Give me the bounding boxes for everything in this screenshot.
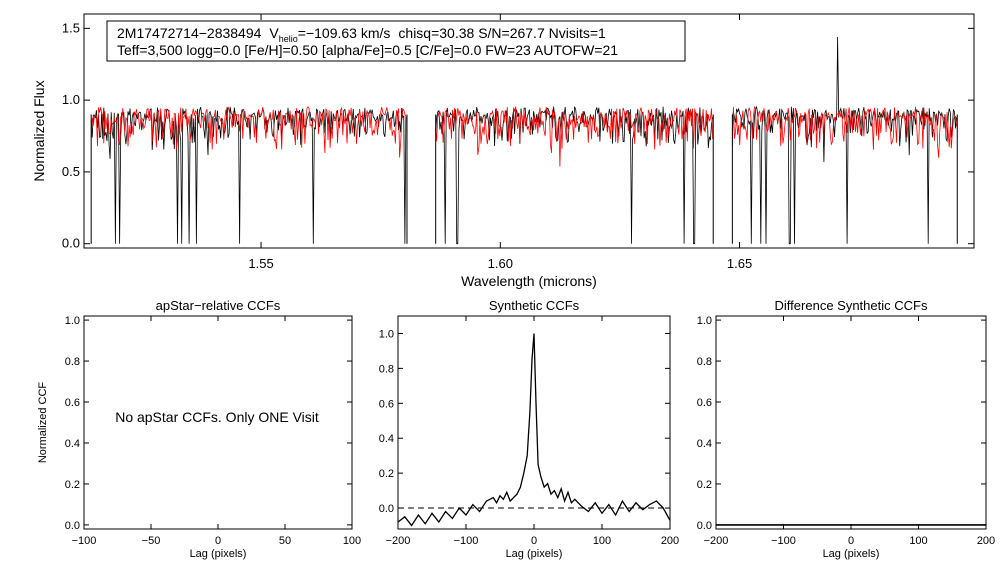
spectrum-ytick-label: 1.0 xyxy=(62,92,80,107)
spectrum-ytick-label: 0.0 xyxy=(62,236,80,251)
apstar-ccf-title: apStar−relative CCFs xyxy=(156,298,281,313)
synthetic-ccf-ytick-label: 0.8 xyxy=(379,363,394,375)
spectrum-xtick-label: 1.60 xyxy=(488,256,513,271)
synthetic-ccf-xtick-label: 100 xyxy=(593,535,611,547)
apstar-ccf-ytick-label: 0.6 xyxy=(65,397,80,409)
synthetic-ccf-xtick-label: 200 xyxy=(661,535,679,547)
difference-ccf-ytick-label: 0.4 xyxy=(697,438,712,450)
difference-ccf-xtick-label: 100 xyxy=(909,535,927,547)
difference-ccf-ytick-label: 0.2 xyxy=(697,479,712,491)
apstar-ccf-xtick-label: 0 xyxy=(215,535,221,547)
difference-ccf-ytick-label: 1.0 xyxy=(697,315,712,327)
spectrum-xtick-label: 1.55 xyxy=(248,256,273,271)
synthetic-ccf-line xyxy=(397,333,671,527)
info-box-frame xyxy=(106,20,686,62)
difference-ccf-xlabel: Lag (pixels) xyxy=(823,548,880,560)
synthetic-ccf-xtick-label: −200 xyxy=(386,535,411,547)
apstar-ccf-xtick-label: −50 xyxy=(142,535,161,547)
info-vhelio-sub: helio xyxy=(279,34,298,44)
apstar-ccf-ytick-label: 1.0 xyxy=(65,315,80,327)
spectrum-observed-line-chip3 xyxy=(732,36,957,245)
spectrum-xlabel: Wavelength (microns) xyxy=(461,273,597,289)
info-star-id: 2M17472714−2838494 xyxy=(117,25,262,41)
spectrum-observed-line-chip2 xyxy=(435,106,713,245)
apstar-ccf-panel: −100 −50 0 50 100 0.0 0.2 0.4 0.6 0.8 1.0 apStar−re… xyxy=(37,298,361,560)
info-box: 2M17472714−2838494 Vhelio=−109.63 km/s chi… xyxy=(106,20,686,62)
difference-ccf-ytick-label: 0.8 xyxy=(697,356,712,368)
difference-ccf-ytick-label: 0.6 xyxy=(697,397,712,409)
apstar-ccf-message: No apStar CCFs. Only ONE Visit xyxy=(115,409,319,425)
spectrum-ytick-label: 0.5 xyxy=(62,164,80,179)
difference-ccf-title: Difference Synthetic CCFs xyxy=(775,298,928,313)
apstar-ccf-xlabel: Lag (pixels) xyxy=(190,548,247,560)
spectrum-panel: 1.55 1.60 1.65 0.0 0.5 1.0 1.5 Wavelength (micr… xyxy=(31,13,975,289)
info-vhelio-prefix: V xyxy=(269,25,279,41)
synthetic-ccf-xtick-label: −100 xyxy=(454,535,479,547)
spectrum-observed-line-chip1 xyxy=(90,106,407,244)
spectrum-ylabel: Normalized Flux xyxy=(31,80,47,181)
difference-ccf-ytick-label: 0.0 xyxy=(697,520,712,532)
synthetic-ccf-ytick-label: 0.4 xyxy=(379,433,394,445)
apstar-ccf-ytick-label: 0.8 xyxy=(65,356,80,368)
spectrum-ytick-label: 1.5 xyxy=(62,20,80,35)
info-vhelio-value: =−109.63 km/s xyxy=(298,25,391,41)
spectrum-model-line-chip1 xyxy=(90,106,407,158)
synthetic-ccf-ytick-label: 0.2 xyxy=(379,468,394,480)
difference-ccf-xtick-label: 0 xyxy=(848,535,854,547)
synthetic-ccf-xlabel: Lag (pixels) xyxy=(506,548,563,560)
synthetic-ccf-panel: −200 −100 0 100 200 0.0 0.2 0.4 0.6 0.8 1.0 Synthet… xyxy=(379,298,679,560)
synthetic-ccf-ytick-label: 0.0 xyxy=(379,503,394,515)
info-line-1: 2M17472714−2838494 Vhelio=−109.63 km/s chi… xyxy=(117,25,606,44)
synthetic-ccf-title: Synthetic CCFs xyxy=(489,298,580,313)
apstar-ccf-xtick-label: −100 xyxy=(72,535,97,547)
synthetic-ccf-xtick-label: 0 xyxy=(531,535,537,547)
apstar-ccf-ytick-label: 0.2 xyxy=(65,479,80,491)
apstar-ccf-ytick-label: 0.0 xyxy=(65,520,80,532)
spectrum-model-line-chip2 xyxy=(435,106,713,167)
difference-ccf-xtick-label: −100 xyxy=(771,535,796,547)
spectrum-model-line-chip3 xyxy=(732,106,957,158)
spectrum-xtick-label: 1.65 xyxy=(727,256,752,271)
spectrum-frame xyxy=(83,13,975,249)
synthetic-ccf-ytick-label: 1.0 xyxy=(379,328,394,340)
apstar-ccf-xtick-label: 50 xyxy=(279,535,291,547)
difference-ccf-panel: −200 −100 0 100 200 0.0 0.2 0.4 0.6 0.8 1.0 Differe… xyxy=(697,298,995,560)
difference-ccf-xtick-label: −200 xyxy=(704,535,729,547)
apstar-ccf-ytick-label: 0.4 xyxy=(65,438,80,450)
apstar-ccf-ylabel: Normalized CCF xyxy=(37,382,49,464)
info-stats: chisq=30.38 S/N=267.7 Nvisits=1 xyxy=(398,25,606,41)
apstar-ccf-xtick-label: 100 xyxy=(343,535,361,547)
synthetic-ccf-ytick-label: 0.6 xyxy=(379,398,394,410)
info-line-2: Teff=3,500 logg=0.0 [Fe/H]=0.50 [alpha/F… xyxy=(117,42,618,58)
difference-ccf-frame xyxy=(715,315,987,530)
difference-ccf-xtick-label: 200 xyxy=(977,535,995,547)
